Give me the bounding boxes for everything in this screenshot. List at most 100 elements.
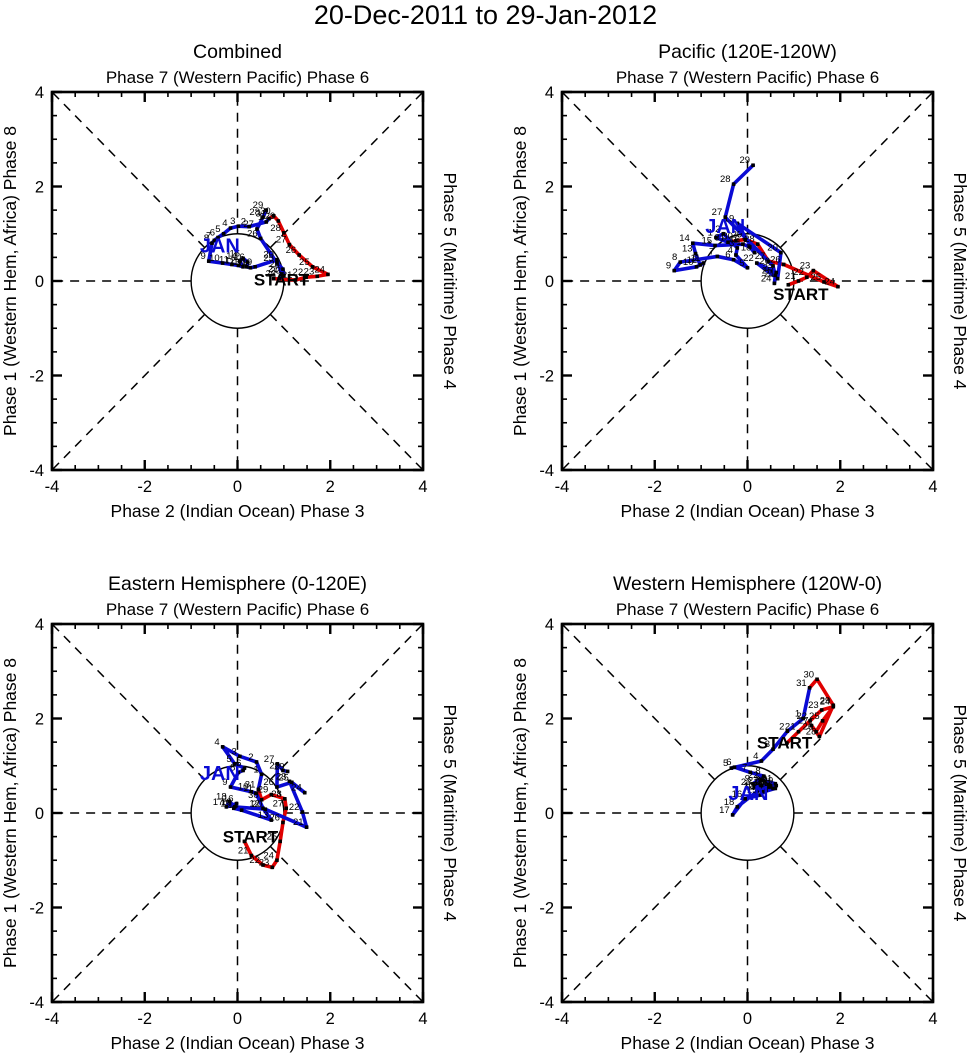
day-label: 29 [732, 229, 743, 240]
day-marker [284, 806, 288, 811]
day-marker [758, 793, 763, 797]
day-marker [282, 231, 286, 235]
y-tick-label: -4 [29, 462, 44, 480]
x-tick-label: 0 [233, 1010, 242, 1028]
day-label: 7 [742, 762, 747, 773]
day-label: 20 [767, 243, 778, 254]
day-marker [285, 769, 290, 774]
day-label: 2 [779, 721, 784, 732]
panel-title: Pacific (120E-120W) [658, 41, 837, 63]
x-tick-label: -4 [45, 1010, 60, 1028]
top-axis-label: Phase 7 (Western Pacific) Phase 6 [616, 600, 879, 619]
day-label: 18 [237, 258, 248, 269]
day-marker [779, 250, 783, 255]
day-marker [815, 677, 819, 682]
y-axis-label: Phase 1 (Western Hem, Africa) Phase 8 [510, 126, 530, 436]
x-tick-label: -4 [45, 478, 60, 496]
day-label: 24 [314, 264, 325, 275]
day-marker [264, 208, 269, 212]
day-marker [734, 253, 738, 257]
day-label: 19 [242, 257, 253, 268]
day-label: 26 [770, 254, 781, 265]
day-marker [774, 783, 779, 788]
y-tick-label: -4 [539, 994, 554, 1012]
day-label: 27 [243, 219, 254, 230]
day-label: 12 [687, 255, 698, 266]
day-marker [275, 762, 280, 766]
day-label: 4 [222, 218, 227, 229]
day-label: 28 [270, 223, 281, 234]
day-marker [287, 242, 292, 247]
day-marker [729, 766, 734, 770]
day-marker [277, 276, 282, 281]
y-tick-label: -4 [539, 462, 554, 480]
day-label: 22 [793, 267, 804, 278]
day-marker [281, 768, 285, 773]
day-marker [759, 778, 764, 782]
day-marker [261, 215, 265, 220]
x-axis-label: Phase 2 (Indian Ocean) Phase 3 [621, 1033, 875, 1053]
day-marker [304, 825, 309, 829]
day-marker [723, 215, 728, 220]
day-marker [256, 787, 261, 792]
day-label: 26 [286, 245, 297, 256]
day-label: 1 [795, 709, 800, 720]
phase-spoke-line [561, 845, 716, 1003]
x-axis-label: Phase 2 (Indian Ocean) Phase 3 [111, 501, 365, 521]
x-tick-label: 0 [743, 1010, 752, 1028]
day-label: 2 [241, 217, 246, 228]
start-label: START [254, 271, 310, 290]
y-tick-label: 2 [545, 179, 554, 197]
x-axis-label: Phase 2 (Indian Ocean) Phase 3 [621, 501, 875, 521]
day-label: 22 [266, 269, 277, 280]
day-marker [690, 241, 695, 245]
day-label: 31 [255, 209, 266, 220]
phase-space-plot-eastern: Eastern Hemisphere (0-120E) Phase 7 (West… [0, 573, 460, 1053]
day-label: 26 [755, 775, 766, 786]
x-tick-label: 0 [743, 478, 752, 496]
day-marker [254, 791, 258, 795]
day-marker [293, 278, 298, 282]
day-marker [730, 813, 735, 817]
phase-spoke-line [51, 313, 206, 471]
day-marker [715, 254, 720, 259]
x-tick-label: -4 [555, 478, 570, 496]
day-label: 18 [216, 792, 227, 803]
day-label: 21 [764, 269, 775, 280]
day-label: 23 [304, 266, 315, 277]
day-label: 12 [249, 798, 260, 809]
day-marker [759, 783, 764, 788]
day-label: 8 [230, 762, 235, 773]
day-label: 6 [210, 228, 215, 239]
day-label: 14 [226, 251, 237, 262]
day-label: 15 [229, 248, 240, 259]
y-tick-label: 0 [35, 273, 44, 291]
day-marker [820, 719, 825, 723]
start-label: START [773, 285, 829, 304]
day-marker [693, 251, 698, 256]
day-marker [210, 241, 214, 245]
day-label: 3 [232, 746, 237, 757]
day-label: 21 [282, 270, 293, 281]
day-marker [785, 729, 790, 734]
day-label: 21 [238, 846, 249, 857]
day-marker [731, 257, 736, 262]
day-marker [774, 270, 779, 275]
day-marker [212, 238, 217, 243]
day-label: 23 [741, 777, 752, 788]
day-marker [808, 719, 812, 723]
day-marker [701, 261, 706, 265]
day-label: 6 [725, 250, 730, 261]
day-marker [726, 240, 730, 245]
day-label: 1 [253, 764, 258, 775]
day-label: 1 [258, 212, 263, 223]
day-marker [289, 780, 294, 785]
panel-eastern: Eastern Hemisphere (0-120E) Phase 7 (West… [0, 568, 461, 1058]
day-label: 26 [803, 722, 814, 733]
day-label: 11 [219, 254, 229, 265]
day-marker [236, 770, 241, 775]
day-label: 18 [741, 243, 752, 254]
day-marker [771, 786, 775, 791]
day-label: 24 [820, 697, 831, 708]
day-label: 18 [724, 797, 735, 808]
